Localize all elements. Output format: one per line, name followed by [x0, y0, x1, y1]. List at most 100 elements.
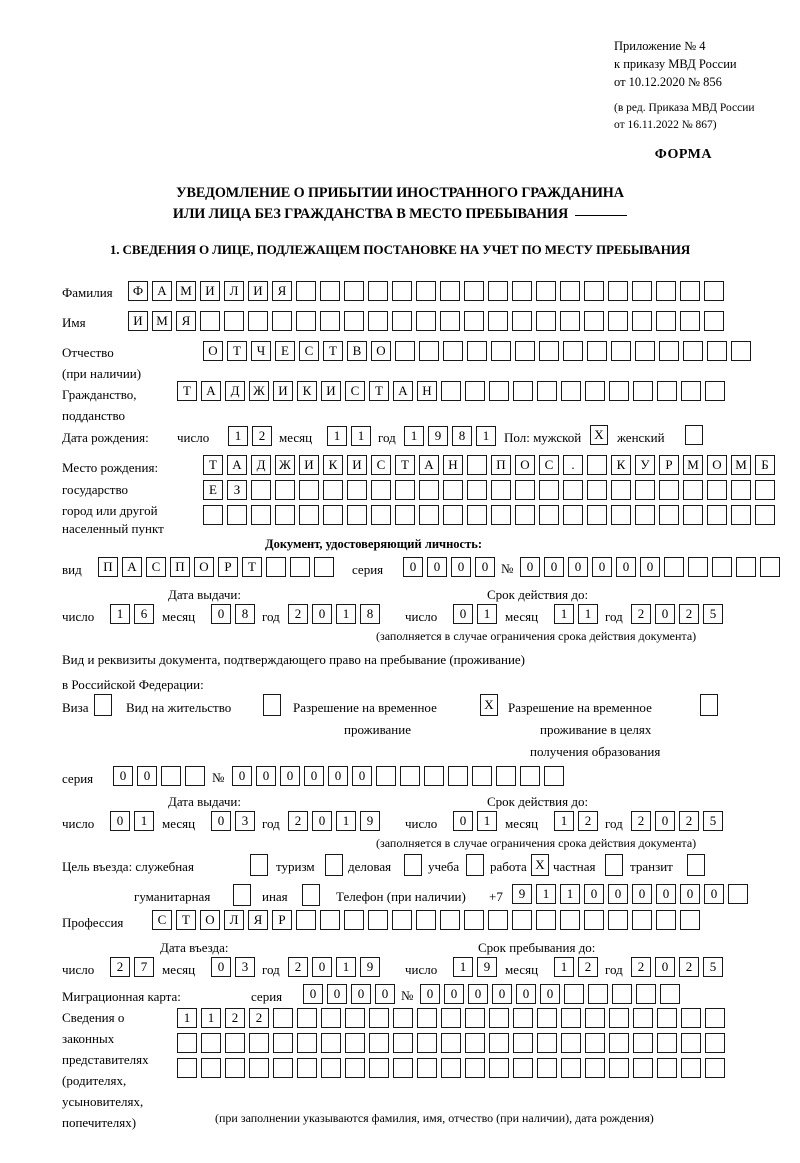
char-cell[interactable] [611, 341, 631, 361]
char-cell[interactable] [467, 455, 487, 475]
char-cell[interactable] [275, 505, 295, 525]
char-cell[interactable] [688, 557, 708, 577]
char-cell[interactable]: 0 [655, 957, 675, 977]
char-cell[interactable] [251, 480, 271, 500]
char-cell[interactable]: 1 [327, 426, 347, 446]
char-cell[interactable] [731, 341, 751, 361]
char-cell[interactable] [465, 1058, 485, 1078]
char-cell[interactable]: 0 [327, 984, 347, 1004]
char-cell[interactable]: Л [224, 910, 244, 930]
char-cell[interactable] [659, 341, 679, 361]
char-cell[interactable]: 1 [201, 1008, 221, 1028]
char-cell[interactable] [321, 1008, 341, 1028]
char-cell[interactable] [290, 557, 310, 577]
char-cell[interactable] [376, 766, 396, 786]
char-cell[interactable]: 0 [403, 557, 423, 577]
char-cell[interactable] [347, 480, 367, 500]
char-cell[interactable] [440, 281, 460, 301]
char-cell[interactable] [323, 480, 343, 500]
char-cell[interactable]: 8 [235, 604, 255, 624]
char-cell[interactable]: 0 [420, 984, 440, 1004]
char-cell[interactable]: Я [272, 281, 292, 301]
char-cell[interactable] [587, 480, 607, 500]
char-cell[interactable]: 0 [328, 766, 348, 786]
char-cell[interactable]: 0 [655, 811, 675, 831]
legal-grid-row-2[interactable] [177, 1033, 725, 1053]
char-cell[interactable] [489, 1008, 509, 1028]
char-cell[interactable] [400, 766, 420, 786]
char-cell[interactable] [513, 1008, 533, 1028]
char-cell[interactable] [201, 1058, 221, 1078]
char-cell[interactable]: Р [659, 455, 679, 475]
char-cell[interactable] [536, 311, 556, 331]
purpose-humanitarian-checkbox[interactable] [233, 884, 251, 906]
char-cell[interactable] [681, 1058, 701, 1078]
char-cell[interactable]: 0 [632, 884, 652, 904]
char-cell[interactable] [251, 505, 271, 525]
char-cell[interactable] [448, 766, 468, 786]
char-cell[interactable] [633, 1033, 653, 1053]
char-cell[interactable]: 0 [655, 604, 675, 624]
char-cell[interactable] [681, 1008, 701, 1028]
char-cell[interactable] [611, 505, 631, 525]
char-cell[interactable] [608, 910, 628, 930]
char-cell[interactable] [201, 1033, 221, 1053]
char-cell[interactable]: 2 [631, 604, 651, 624]
char-cell[interactable] [467, 341, 487, 361]
char-cell[interactable] [660, 984, 680, 1004]
char-cell[interactable] [227, 505, 247, 525]
char-cell[interactable] [273, 1058, 293, 1078]
char-cell[interactable]: Я [248, 910, 268, 930]
char-cell[interactable]: Я [176, 311, 196, 331]
char-cell[interactable] [299, 480, 319, 500]
char-cell[interactable] [513, 1058, 533, 1078]
char-cell[interactable]: Т [323, 341, 343, 361]
char-cell[interactable] [467, 505, 487, 525]
char-cell[interactable]: 0 [211, 604, 231, 624]
char-cell[interactable] [419, 505, 439, 525]
char-cell[interactable] [707, 341, 727, 361]
char-cell[interactable]: П [170, 557, 190, 577]
char-cell[interactable] [344, 281, 364, 301]
purpose-business-checkbox[interactable] [404, 854, 422, 876]
char-cell[interactable]: 0 [704, 884, 724, 904]
char-cell[interactable] [588, 984, 608, 1004]
char-cell[interactable]: М [731, 455, 751, 475]
char-cell[interactable]: И [273, 381, 293, 401]
char-cell[interactable]: С [345, 381, 365, 401]
char-cell[interactable]: 0 [540, 984, 560, 1004]
char-cell[interactable] [537, 1033, 557, 1053]
char-cell[interactable] [395, 480, 415, 500]
char-cell[interactable] [512, 311, 532, 331]
char-cell[interactable] [296, 281, 316, 301]
char-cell[interactable] [513, 1033, 533, 1053]
char-cell[interactable]: О [515, 455, 535, 475]
char-cell[interactable]: 5 [703, 957, 723, 977]
legal-grid-row-3[interactable] [177, 1058, 725, 1078]
char-cell[interactable]: С [539, 455, 559, 475]
char-cell[interactable]: Т [369, 381, 389, 401]
char-cell[interactable] [443, 505, 463, 525]
char-cell[interactable] [656, 281, 676, 301]
char-cell[interactable]: 0 [544, 557, 564, 577]
char-cell[interactable]: 0 [640, 557, 660, 577]
char-cell[interactable] [314, 557, 334, 577]
char-cell[interactable]: Т [227, 341, 247, 361]
char-cell[interactable] [731, 505, 751, 525]
char-cell[interactable] [657, 1058, 677, 1078]
purpose-private-checkbox[interactable] [605, 854, 623, 876]
char-cell[interactable]: Д [251, 455, 271, 475]
char-cell[interactable] [465, 381, 485, 401]
char-cell[interactable] [659, 505, 679, 525]
